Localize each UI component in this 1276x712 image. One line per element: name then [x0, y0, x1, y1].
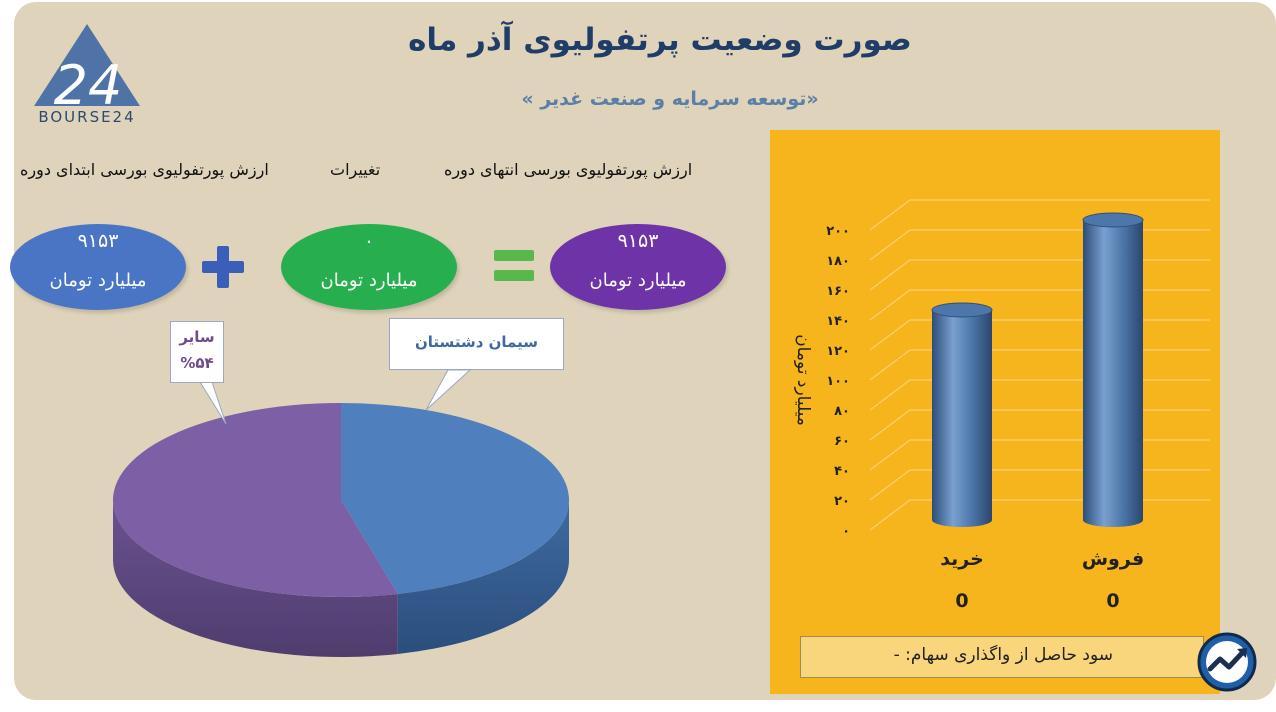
y-axis-label: میلیارد تومان: [793, 334, 813, 426]
bourse24-logo: 24: [34, 24, 140, 117]
grid-line: [869, 289, 1210, 321]
x-category-label: خرید: [940, 548, 984, 570]
y-tick-label: ۱۴۰: [826, 314, 850, 329]
y-tick-label: ۶۰: [834, 434, 850, 449]
grid-line: [869, 319, 1210, 351]
profit-label: سود حاصل از واگذاری سهام: -: [893, 645, 1113, 665]
bar-data-label: 0: [1106, 590, 1120, 612]
pie-chart: [112, 369, 569, 657]
change-value-ellipse: ۰ میلیارد تومان: [281, 224, 457, 310]
change-value: ۰: [363, 230, 375, 252]
logo-text: BOURSE24: [38, 108, 136, 126]
y-tick-label: ۱۰۰: [826, 374, 850, 389]
end-value-ellipse: ۹۱۵۳ میلیارد تومان: [550, 224, 726, 310]
change-unit: میلیارد تومان: [320, 270, 418, 291]
grid-line: [869, 409, 1210, 441]
pie-slice-side-0: [397, 500, 569, 654]
grid-line: [869, 499, 1210, 531]
grid-line: [869, 349, 1210, 381]
bar-chart-panel: [770, 130, 1220, 694]
svg-text:24: 24: [54, 54, 123, 117]
bar-chart: ۰ ۲۰ ۴۰ ۶۰ ۸۰ ۱۰۰ ۱۲۰ ۱۴۰ ۱۶۰ ۱۸۰ ۲۰۰ میلیارد توما…: [793, 199, 1210, 539]
start-unit: میلیارد تومان: [49, 270, 147, 291]
profit-box: سود حاصل از واگذاری سهام: -: [800, 636, 1204, 678]
grid-line: [869, 439, 1210, 471]
bar-cap-0: [931, 302, 993, 318]
page-subtitle: «توسعه سرمایه و صنعت غدیر »: [521, 88, 819, 110]
callout-pointer-cement: [425, 369, 472, 411]
grid-line: [869, 199, 1210, 231]
grid-line: [869, 379, 1210, 411]
y-tick-label: ۱۸۰: [826, 254, 850, 269]
end-value-label: ارزش پورتفولیوی بورسی انتهای دوره: [444, 160, 693, 179]
start-value-ellipse: ۹۱۵۳ میلیارد تومان: [10, 224, 186, 310]
pie-label-other-percent: %۵۴: [180, 354, 214, 372]
callout-cement: سیمان دشتستان: [389, 318, 564, 370]
pie-label-other: سایر: [179, 328, 215, 346]
trend-icon: [1197, 632, 1257, 692]
equals-icon: [494, 250, 534, 281]
grid-line: [869, 469, 1210, 501]
bar-data-label: 0: [955, 590, 969, 612]
bar-cap-1: [1082, 212, 1144, 228]
bar-0: [932, 310, 992, 527]
y-tick-label: ۱۶۰: [826, 284, 850, 299]
callout-other: سایر %۵۴: [170, 321, 224, 383]
y-tick-label: ۸۰: [834, 404, 850, 419]
change-label: تغییرات: [330, 160, 381, 179]
pie-slice-0: [341, 403, 569, 594]
y-tick-label: ۲۰۰: [826, 224, 850, 239]
pie-label-cement: سیمان دشتستان: [415, 333, 538, 351]
pie-slice-side-1: [113, 500, 398, 657]
pie-slice-1: [112, 403, 398, 597]
y-tick-label: ۰: [842, 524, 850, 539]
end-value: ۹۱۵۳: [617, 230, 659, 252]
start-value-label: ارزش پورتفولیوی بورسی ابتدای دوره: [20, 160, 269, 179]
callout-pointer-other: [199, 381, 227, 425]
y-tick-label: ۲۰: [834, 494, 850, 509]
end-unit: میلیارد تومان: [589, 270, 687, 291]
grid-line: [869, 229, 1210, 261]
x-category-label: فروش: [1081, 548, 1145, 570]
y-tick-label: ۱۲۰: [826, 344, 850, 359]
page-title: صورت وضعیت پرتفولیوی آذر ماه: [408, 22, 912, 58]
y-tick-label: ۴۰: [834, 464, 850, 479]
plus-icon: [202, 246, 244, 288]
grid-line: [869, 259, 1210, 291]
start-value: ۹۱۵۳: [77, 230, 119, 252]
bar-1: [1083, 220, 1143, 527]
